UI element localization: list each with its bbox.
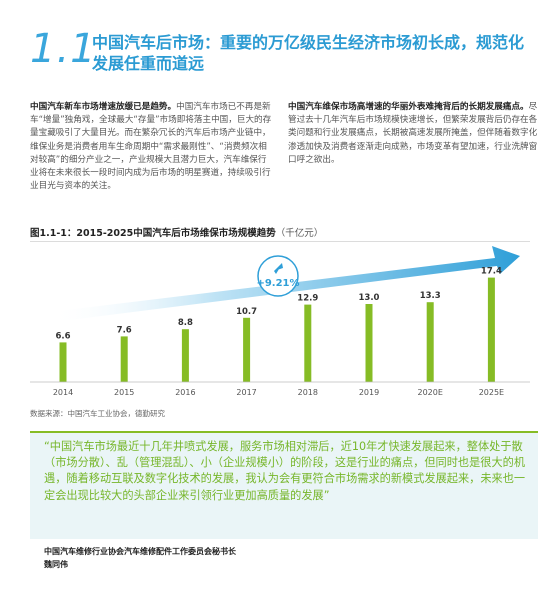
value-label-2015: 7.6 xyxy=(117,325,132,335)
value-label-2025E: 17.4 xyxy=(481,267,502,277)
section-number: 1.1 xyxy=(30,26,97,72)
value-label-2018: 12.9 xyxy=(297,294,318,304)
bar-2018 xyxy=(304,304,312,382)
value-label-2020E: 13.3 xyxy=(420,291,441,301)
value-label-2016: 8.8 xyxy=(178,318,193,328)
attribution-name: 魏同伟 xyxy=(44,560,68,569)
rocket-icon xyxy=(274,263,283,274)
bar-2014 xyxy=(59,342,67,382)
bar-chart: +9.21% 6.6 2014 7.6 2015 8.8 2016 10.7 2017 12.9… xyxy=(30,246,530,397)
left-column-heading: 中国汽车新车市场增速放缓已是趋势。 xyxy=(30,102,177,112)
growth-badge: +9.21% xyxy=(256,255,300,297)
bar-2017 xyxy=(243,317,251,382)
category-label-2020E: 2020E xyxy=(417,388,442,397)
section-title: 中国汽车后市场：重要的万亿级民生经济市场初长成，规范化发展任重而道远 xyxy=(92,33,525,73)
growth-rate-label: +9.21% xyxy=(256,278,299,289)
bar-2020E xyxy=(426,302,434,382)
bar-2019 xyxy=(365,304,373,382)
left-column: 中国汽车新车市场增速放缓已是趋势。中国汽车市场已不再是新车“增量”独角戏，全球最… xyxy=(30,101,275,193)
chart-divider xyxy=(30,241,530,242)
category-label-2014: 2014 xyxy=(53,388,73,397)
right-column-body: 尽管过去十几年汽车后市场规模快速增长，但繁荣发展背后仍存在各类问题和行业发展痛点… xyxy=(288,102,538,165)
value-label-2019: 13.0 xyxy=(359,293,380,303)
category-label-2015: 2015 xyxy=(114,388,134,397)
bar-2016 xyxy=(181,329,189,382)
quote-text: “中国汽车市场最近十几年井喷式发展，服务市场相对滞后，近10年才快速发展起来，整… xyxy=(44,440,526,502)
value-label-2014: 6.6 xyxy=(55,331,70,341)
right-column-heading: 中国汽车维保市场高增速的华丽外表难掩背后的长期发展痛点。 xyxy=(288,102,529,112)
category-label-2017: 2017 xyxy=(236,388,256,397)
left-column-body: 中国汽车市场已不再是新车“增量”独角戏，全球最大“存量”市场即将落主中国，巨大的… xyxy=(30,102,272,192)
quote-attribution: 中国汽车维修行业协会汽车维修配件工作委员会秘书长 魏同伟 xyxy=(44,545,236,571)
attribution-title: 中国汽车维修行业协会汽车维修配件工作委员会秘书长 xyxy=(44,547,236,556)
bar-2025E xyxy=(487,277,495,382)
category-label-2019: 2019 xyxy=(359,388,379,397)
chart-unit: （千亿元） xyxy=(275,228,324,239)
chart-title: 图1.1-1：2015-2025中国汽车后市场维保市场规模趋势（千亿元） xyxy=(30,225,323,239)
value-label-2017: 10.7 xyxy=(236,307,257,317)
category-label-2025E: 2025E xyxy=(479,388,504,397)
right-column: 中国汽车维保市场高增速的华丽外表难掩背后的长期发展痛点。尽管过去十几年汽车后市场… xyxy=(288,101,538,167)
data-source: 数据来源：中国汽车工业协会，德勤研究 xyxy=(30,409,165,418)
quote-box: “中国汽车市场最近十几年井喷式发展，服务市场相对滞后，近10年才快速发展起来，整… xyxy=(30,431,538,539)
bar-2015 xyxy=(120,336,128,382)
chart-title-text: 图1.1-1：2015-2025中国汽车后市场维保市场规模趋势 xyxy=(30,228,276,239)
category-label-2016: 2016 xyxy=(175,388,195,397)
category-label-2018: 2018 xyxy=(298,388,318,397)
